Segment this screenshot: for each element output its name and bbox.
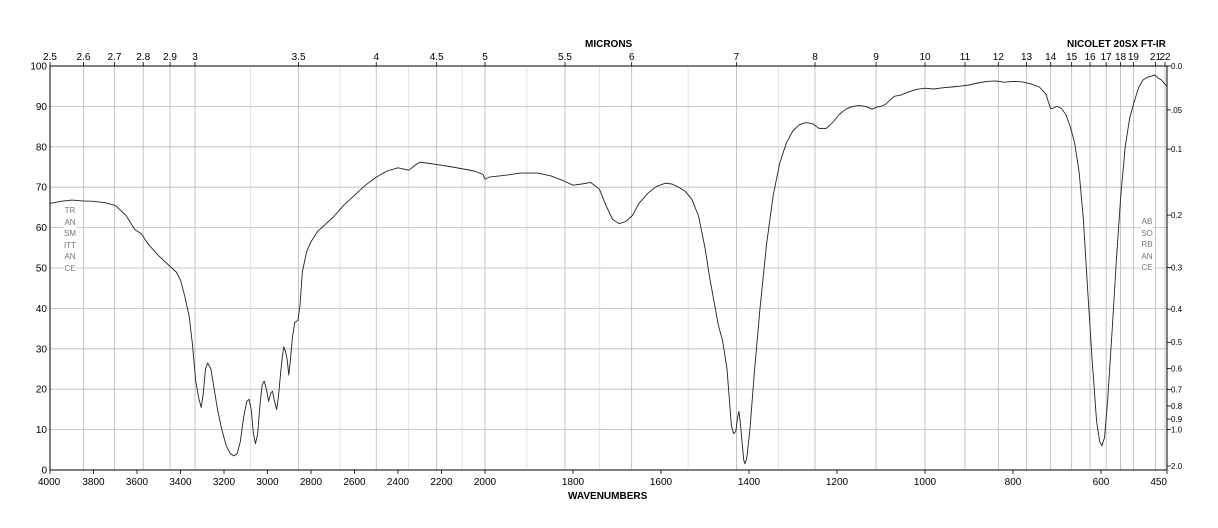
y-tick-label-0: 0	[41, 466, 47, 477]
spectrum-series	[49, 74, 1168, 465]
micron-tick-label-2p8: 2.8	[136, 52, 150, 63]
micron-tick-label-2p6: 2.6	[77, 52, 91, 63]
y-tick-label-60: 60	[36, 223, 48, 234]
x-tick-label-2800: 2800	[300, 477, 323, 488]
absorbance-tick-label-0p0: 0.0	[1171, 62, 1183, 71]
absorbance-tick-label-0p9: 0.9	[1171, 415, 1183, 424]
x-tick-label-3000: 3000	[256, 477, 279, 488]
x-tick-label-2000: 2000	[474, 477, 497, 488]
x-tick-label-3800: 3800	[82, 477, 105, 488]
micron-tick-label-4: 4	[373, 52, 379, 63]
absorbance-tick-label-0p4: 0.4	[1171, 305, 1183, 314]
absorbance-tick-label-p05: .05	[1171, 106, 1183, 115]
x-tick-label-3400: 3400	[169, 477, 192, 488]
micron-tick-label-14: 14	[1045, 52, 1057, 63]
x-tick-label-1000: 1000	[914, 477, 937, 488]
micron-tick-label-2p5: 2.5	[43, 52, 57, 63]
absorbance-tick-label-0p2: 0.2	[1171, 211, 1183, 220]
plot-frame	[49, 65, 1168, 471]
x-tick-label-2600: 2600	[343, 477, 366, 488]
y-axis-transmittance: 0 10 20 30 40 50 60 70 80 90 100	[30, 62, 47, 477]
absorbance-tick-label-2p0: 2.0	[1171, 462, 1183, 471]
y-tick-label-100: 100	[30, 62, 47, 73]
left-axis-label: TRANSMITTANCE	[64, 205, 76, 274]
x-tick-label-3200: 3200	[213, 477, 236, 488]
y-tick-label-10: 10	[36, 425, 48, 436]
instrument-label: NICOLET 20SX FT-IR	[1067, 39, 1166, 50]
micron-tick-label-21: 21	[1150, 52, 1162, 63]
micron-tick-label-17: 17	[1101, 52, 1113, 63]
x-axis-title: WAVENUMBERS	[568, 491, 648, 502]
x-tick-label-450: 450	[1150, 477, 1167, 488]
absorbance-tick-label-0p7: 0.7	[1171, 385, 1183, 394]
x-tick-label-1400: 1400	[738, 477, 761, 488]
x-tick-label-1200: 1200	[826, 477, 849, 488]
plot-border	[49, 65, 1168, 471]
absorbance-tick-label-0p5: 0.5	[1171, 338, 1183, 347]
x-tick-label-2400: 2400	[387, 477, 410, 488]
absorbance-tick-label-0p6: 0.6	[1171, 365, 1183, 374]
micron-tick-label-3p5: 3.5	[292, 52, 306, 63]
micron-tick-label-22: 22	[1159, 52, 1171, 63]
x-tick-label-4000: 4000	[38, 477, 61, 488]
absorbance-tick-label-0p8: 0.8	[1171, 402, 1183, 411]
y-tick-label-80: 80	[36, 142, 48, 153]
y-tick-label-50: 50	[36, 264, 48, 275]
x-tick-label-1800: 1800	[562, 477, 585, 488]
micron-tick-label-16: 16	[1084, 52, 1096, 63]
micron-tick-label-5: 5	[482, 52, 488, 63]
micron-tick-label-2p9: 2.9	[163, 52, 177, 63]
micron-tick-label-7: 7	[734, 52, 740, 63]
micron-tick-label-13: 13	[1021, 52, 1033, 63]
absorbance-tick-label-0p1: 0.1	[1171, 145, 1183, 154]
micron-tick-label-12: 12	[993, 52, 1005, 63]
micron-tick-label-2p7: 2.7	[107, 52, 121, 63]
spectrum-line-0	[49, 74, 1168, 465]
top-axis-title: MICRONS	[585, 39, 633, 50]
x-tick-label-800: 800	[1005, 477, 1022, 488]
micron-tick-label-18: 18	[1115, 52, 1127, 63]
x-tick-label-2200: 2200	[430, 477, 453, 488]
micron-tick-label-8: 8	[812, 52, 818, 63]
y-tick-label-20: 20	[36, 385, 48, 396]
top-axis-microns: 2.5 2.6 2.7 2.8 2.9 3 3.5 4 4.5 5 5.5 6 7 8 9 10 11 12 13 1…	[43, 52, 1171, 66]
right-axis-label: ABSORBANCE	[1141, 216, 1153, 274]
right-axis-absorbance: 0.0 .05 0.1 0.2 0.3 0.4 0.5 0.6 0.7 0.8 0.9 1.0 2.0	[1167, 62, 1183, 471]
micron-tick-label-4p5: 4.5	[430, 52, 444, 63]
y-tick-label-30: 30	[36, 344, 48, 355]
micron-tick-label-15: 15	[1066, 52, 1078, 63]
micron-tick-label-6: 6	[629, 52, 635, 63]
x-tick-label-3600: 3600	[126, 477, 149, 488]
y-tick-label-40: 40	[36, 304, 48, 315]
x-tick-label-600: 600	[1093, 477, 1110, 488]
x-tick-label-1600: 1600	[650, 477, 673, 488]
x-axis-wavenumbers: 4000 3800 3600 3400 3200 3000 2800 2600 2400 2200…	[38, 470, 1167, 488]
absorbance-tick-label-0p3: 0.3	[1171, 264, 1183, 273]
absorbance-tick-label-1p0: 1.0	[1171, 426, 1183, 435]
micron-tick-label-19: 19	[1128, 52, 1140, 63]
micron-tick-label-9: 9	[873, 52, 879, 63]
y-tick-label-70: 70	[36, 183, 48, 194]
micron-tick-label-3: 3	[192, 52, 198, 63]
micron-tick-label-5p5: 5.5	[558, 52, 572, 63]
micron-tick-label-10: 10	[919, 52, 931, 63]
y-tick-label-90: 90	[36, 102, 48, 113]
micron-tick-label-11: 11	[960, 52, 971, 63]
